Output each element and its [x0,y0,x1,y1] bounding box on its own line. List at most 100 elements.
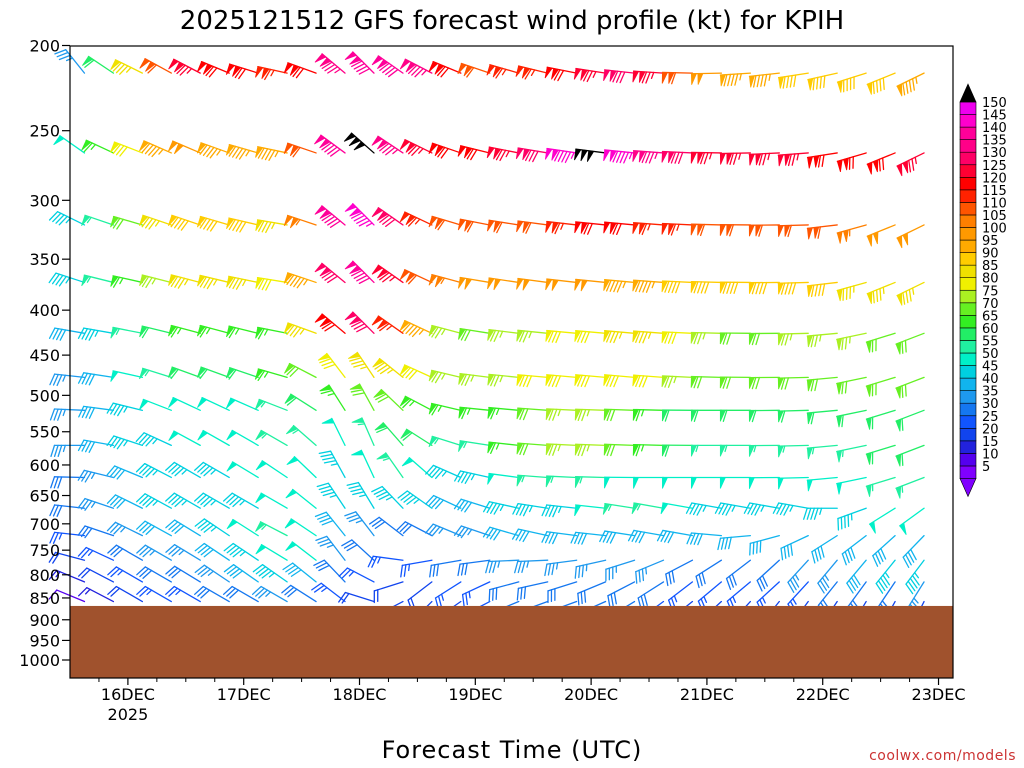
barb-feather [606,443,612,457]
colorbar-segment [959,151,977,166]
barb-pennant [580,222,588,234]
barb-half-feather [673,595,678,603]
barb-feather [405,324,415,335]
barb-feather [490,442,497,455]
wind-barb [318,450,346,479]
barb-pennant [726,224,733,236]
barb-pennant [545,221,553,233]
barb-half-feather [555,562,559,570]
barb-half-feather [299,328,305,335]
barb-feather [499,149,507,162]
wind-barb [690,476,723,489]
barb-feather [696,504,704,516]
barb-feather [171,496,182,506]
barb-feather [846,582,854,594]
barb-feather [470,149,478,161]
barb-pennant [602,503,611,515]
barb-pennant [748,333,755,345]
barb-pennant [458,373,466,385]
wind-barb [110,215,144,230]
barb-feather [561,150,568,163]
barb-half-feather [911,287,915,295]
colorbar-segment [959,264,977,278]
barb-feather [522,504,530,517]
barb-pennant [314,205,327,215]
barb-feather [173,217,183,229]
barb-half-feather [628,152,633,160]
barb-feather [581,408,587,422]
barb-feather [551,330,558,343]
barb-feather [112,217,121,229]
barb-pennant [660,502,669,515]
barb-half-feather [261,524,267,530]
barb-staff [84,525,115,537]
barb-feather [882,157,885,171]
barb-feather [577,592,580,606]
barb-pennant [371,135,383,146]
barb-feather [174,467,185,477]
barb-pennant [872,159,879,173]
barb-pennant [719,477,726,489]
barb-feather [84,328,92,341]
barb-feather [258,568,270,577]
wind-barb [376,452,404,479]
barb-half-feather [466,407,471,415]
barb-staff [56,589,86,603]
barb-feather [519,407,525,420]
wind-barb [574,559,607,579]
barb-feather [139,464,149,475]
wind-barb [748,409,780,423]
barb-pennant [574,330,582,342]
barb-feather [759,577,766,590]
barb-feather [803,507,808,520]
barb-feather [264,68,272,81]
barb-feather [755,332,761,346]
wind-barb [225,63,259,80]
barb-staff [231,585,259,603]
wind-barb [661,444,694,457]
barb-feather [257,328,265,340]
barb-pennant [492,66,502,78]
wind-barb [866,281,896,305]
wind-barb [226,461,259,479]
barb-feather [641,568,645,582]
barb-pennant [813,226,820,239]
wind-barb [487,277,520,291]
barb-half-feather [348,570,355,577]
wind-barb [77,525,115,539]
barb-staff [84,497,115,509]
barb-feather [397,490,408,499]
barb-pennant [690,332,698,344]
barb-feather [165,543,176,553]
barb-half-feather [270,69,275,77]
wind-barb [905,559,925,595]
barb-pennant [225,397,237,409]
wind-barb [313,559,346,583]
barb-feather [788,282,793,295]
barb-feather [208,67,218,78]
barb-pennant [777,333,784,346]
barb-feather [379,272,390,281]
barb-feather [732,152,738,165]
barb-feather [875,79,879,93]
wind-barb [661,71,694,85]
wind-barb [197,274,230,290]
barb-feather [290,569,302,577]
wind-barb [866,224,896,247]
barb-feather [850,546,856,559]
wind-barb [511,528,549,543]
colorbar-segment [959,465,977,479]
barb-pennant [777,154,784,167]
barb-half-feather [753,444,757,453]
barb-feather [77,587,88,597]
barb-pennant [173,61,185,73]
barb-feather [495,148,503,161]
barb-feather [817,547,822,560]
barb-feather [50,444,56,458]
wind-barb [487,328,520,343]
barb-feather [58,54,71,61]
barb-half-feather [636,503,641,511]
barb-half-feather [796,153,800,161]
barb-pennant [603,374,611,386]
barb-feather [112,276,121,288]
